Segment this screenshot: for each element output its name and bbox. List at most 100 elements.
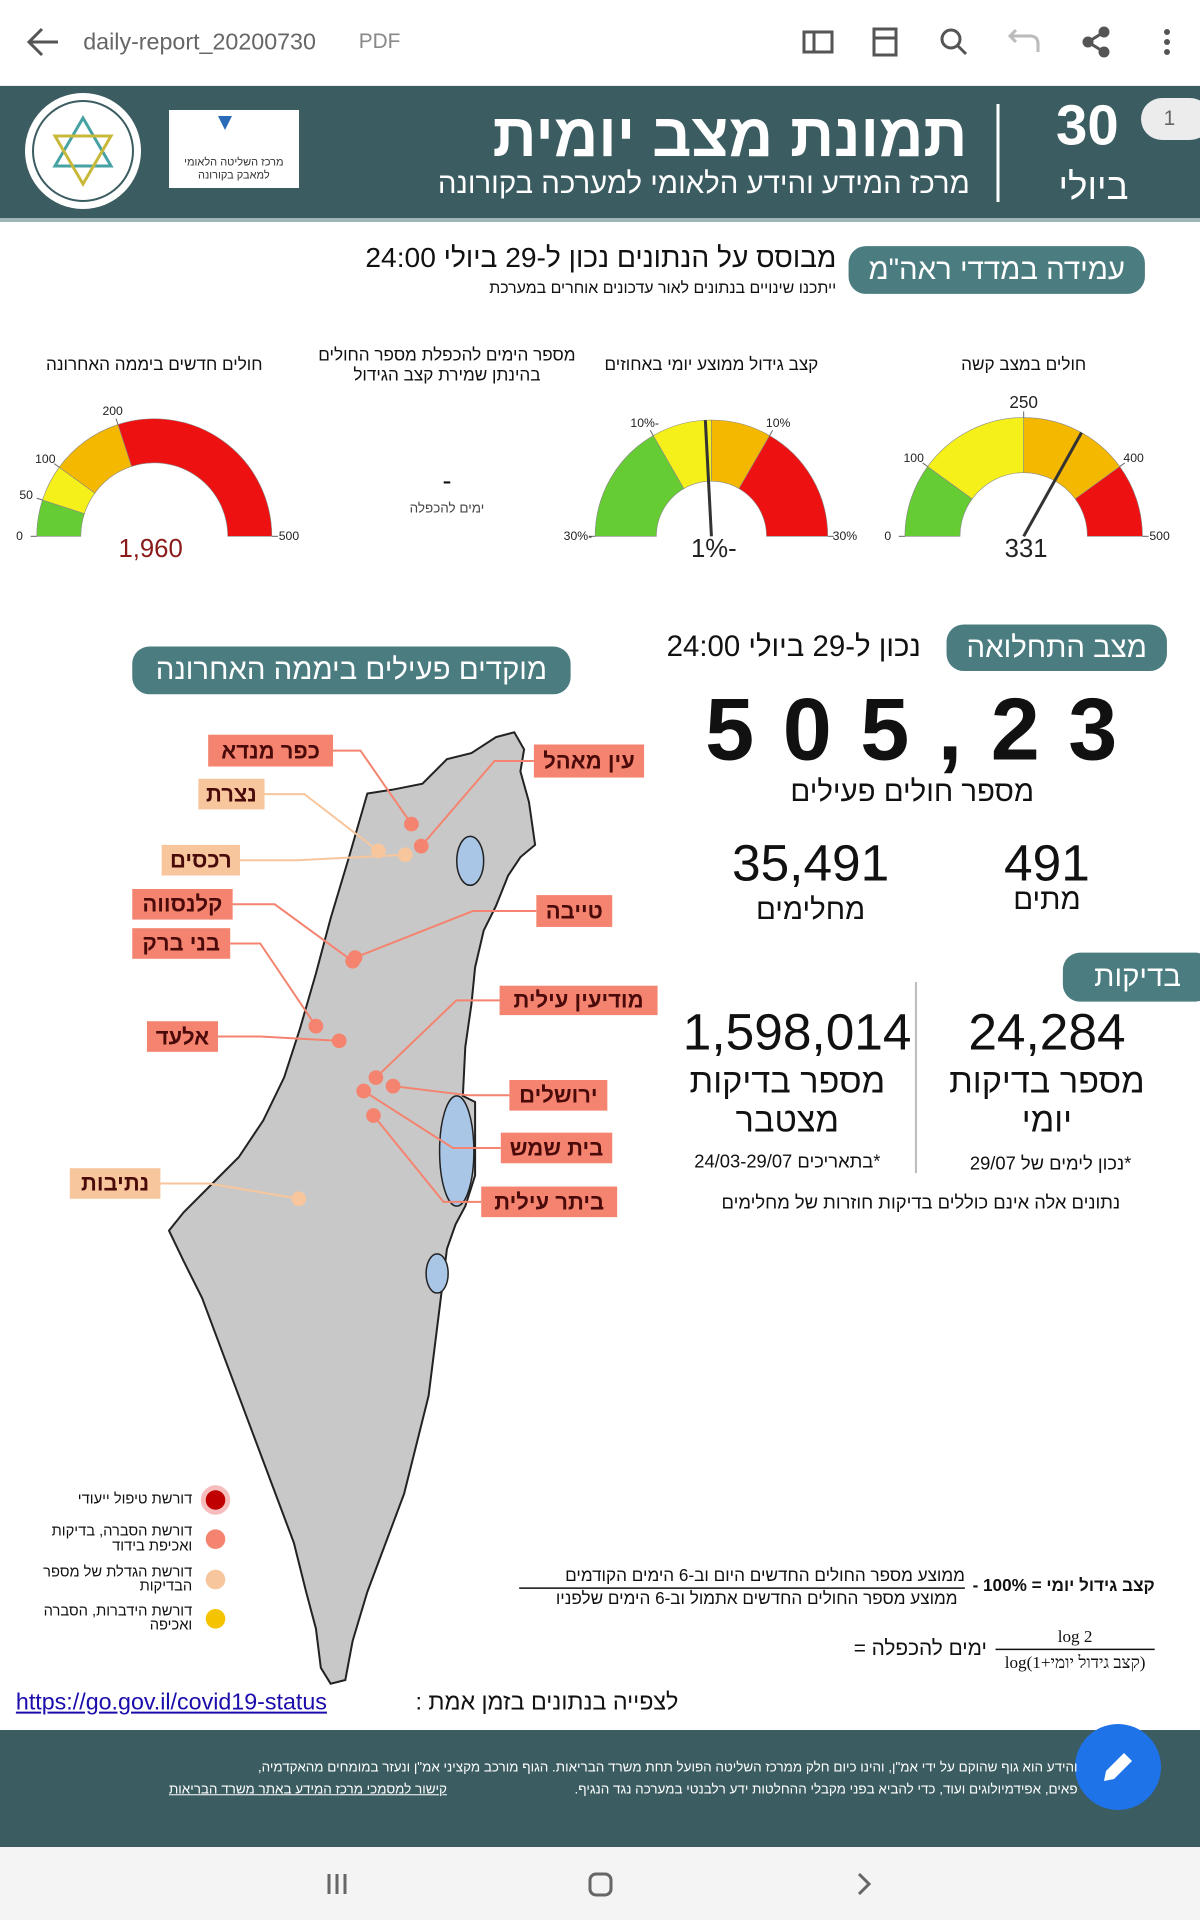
- legend-label: דורשת הגדלת של מספר הבדיקות: [43, 1563, 193, 1595]
- report-title: תמונת מצב יומית: [492, 100, 968, 169]
- page-number: 1: [1163, 106, 1176, 130]
- hotspot-leader: [264, 793, 379, 852]
- hotspot-label-box: [481, 1186, 618, 1218]
- footer-text: והידע הוא גוף שהוקם על ידי אמ"ן, והינו כ…: [257, 1759, 1078, 1775]
- gauge-title: חולים במצב קשה: [961, 354, 1087, 375]
- recent-apps-button[interactable]: [327, 1874, 347, 1894]
- measures-note: ייתכנו שינויים בנתונים לאור עדכונים אוחר…: [489, 279, 837, 297]
- realtime-label: לצפייה בנתונים בזמן אמת :: [415, 1688, 679, 1715]
- gauge-tick: [36, 497, 43, 501]
- hotspot-name: ביתר עילית: [494, 1189, 605, 1215]
- header-border: [0, 218, 1200, 222]
- map-israel: [167, 731, 537, 1685]
- hotspot-name: עין מאהל: [543, 748, 635, 774]
- hotspot-label-box: [533, 744, 645, 778]
- daily-tests-label: מספר בדיקות יומי: [949, 1062, 1145, 1141]
- edit-icon: [1104, 1753, 1132, 1781]
- undo-button[interactable]: [1007, 28, 1040, 52]
- hotspot-name: קלנסווה: [142, 891, 223, 917]
- hotspot-label-box: [69, 1168, 161, 1199]
- tests-badge-bg: [1062, 952, 1200, 1002]
- gauge-needle: [703, 420, 713, 537]
- hotspot-leader: [372, 1114, 482, 1203]
- gauge-band: [117, 418, 273, 537]
- hotspot-name: בני ברק: [142, 930, 221, 956]
- recovered-value: 35,491: [731, 833, 890, 892]
- hotspot-label-box: [161, 844, 240, 876]
- gauge-tick: [769, 430, 774, 436]
- measures-badge-bg: [848, 246, 1145, 294]
- hotspot-name: בית שמש: [509, 1135, 604, 1161]
- hotspot-leader: [354, 910, 537, 959]
- gauge-tick: [1119, 462, 1126, 467]
- gauge-tick-label: 100: [903, 450, 924, 465]
- hotspot-dot: [366, 1108, 381, 1123]
- hotspot-name: כפר מנדא: [221, 737, 320, 763]
- hotspot-dot: [413, 838, 429, 854]
- toolbar: [0, 0, 1200, 86]
- home-button[interactable]: [588, 1872, 613, 1897]
- growth-formula-label: קצב גידול יומי = 100% -: [972, 1574, 1155, 1595]
- search-button[interactable]: [940, 28, 968, 56]
- hotspot-leader: [232, 903, 354, 963]
- hotspot-label-box: [198, 778, 265, 810]
- hotspot-dot: [356, 1083, 372, 1099]
- gauge-tick-label: 0: [884, 529, 892, 544]
- gauge-tick-label: 50: [19, 488, 33, 503]
- status-badge: מצב התחלואה: [966, 630, 1147, 664]
- gauge-value: 331: [1004, 535, 1048, 563]
- hotspot-leader: [375, 999, 500, 1079]
- reading-mode-button[interactable]: [802, 30, 834, 54]
- measures-basis: מבוסס על הנתונים נכון ל-29 ביולי 24:00: [365, 242, 837, 274]
- recovered-label: מחלימים: [755, 892, 866, 926]
- map-lake: [455, 835, 485, 887]
- gauge-tick-label: 200: [102, 403, 123, 418]
- hotspot-dot: [331, 1033, 347, 1049]
- total-tests-value: 1,598,014: [682, 1002, 912, 1061]
- hotspot-dot: [371, 843, 386, 859]
- more-button[interactable]: [1164, 29, 1170, 55]
- annotate-button[interactable]: [872, 27, 898, 57]
- daily-tests-note: *נכון לימים של 29/07: [969, 1152, 1132, 1174]
- hotspot-leader: [240, 853, 406, 862]
- file-name: daily-report_20200730: [83, 28, 316, 55]
- hotspot-name: טייבה: [545, 898, 603, 924]
- gauge-tick-label: 100: [35, 451, 56, 466]
- hotspot-name: אלעד: [155, 1023, 210, 1049]
- hotspot-leader: [333, 749, 413, 825]
- logo-circle: [25, 93, 141, 209]
- daily-tests-value: 24,284: [968, 1002, 1126, 1061]
- footer-text: פאים, אפידמיולוגים ועוד, כדי להביא בפני …: [574, 1781, 1078, 1797]
- realtime-link[interactable]: https://go.gov.il/covid19-status: [15, 1688, 327, 1715]
- gauge-tick-label: 500: [1149, 529, 1170, 544]
- map-lake: [438, 1095, 475, 1207]
- gauge-title: קצב גידול ממוצע יומי באחוזים: [604, 354, 819, 375]
- share-button[interactable]: [1082, 26, 1110, 58]
- legend-dot: [205, 1529, 226, 1549]
- report-month: ביולי: [1058, 166, 1129, 208]
- gauge-title: חולים חדשים ביממה האחרונה: [46, 354, 263, 375]
- growth-denominator: ממוצע מספר החולים החדשים אתמול וב-6 הימי…: [555, 1588, 958, 1609]
- hotspot-leader: [363, 1090, 501, 1149]
- gauge-band: [738, 435, 829, 537]
- hotspot-leader: [160, 1182, 299, 1200]
- logo-text: מרכז השליטה הלאומי למאבק בקורונה: [184, 156, 284, 181]
- gauge-tick-label: 0: [16, 529, 23, 544]
- gauge-tick-label: 250: [1009, 391, 1038, 412]
- hotspot-label-box: [509, 1080, 608, 1111]
- gauge-value: -: [442, 465, 452, 496]
- gauge-unit: ימים להכפלה: [409, 500, 485, 516]
- legend-dot: [205, 1569, 226, 1590]
- file-type: PDF: [358, 29, 401, 53]
- forward-button[interactable]: [857, 1872, 872, 1896]
- total-tests-label: מספר בדיקות מצטבר: [689, 1062, 886, 1141]
- growth-numerator: ממוצע מספר החולים החדשים היום וב-6 הימים…: [565, 1565, 965, 1586]
- hotspot-label-box: [500, 1132, 613, 1164]
- footer-link[interactable]: קישור למסמכי מרכז המידע באתר משרד הבריאו…: [168, 1781, 447, 1797]
- nav-bar: [0, 1847, 1200, 1920]
- gauge-tick-label: -10%: [630, 415, 659, 430]
- gauge-tick-label: 500: [278, 529, 300, 544]
- back-button[interactable]: [26, 27, 58, 57]
